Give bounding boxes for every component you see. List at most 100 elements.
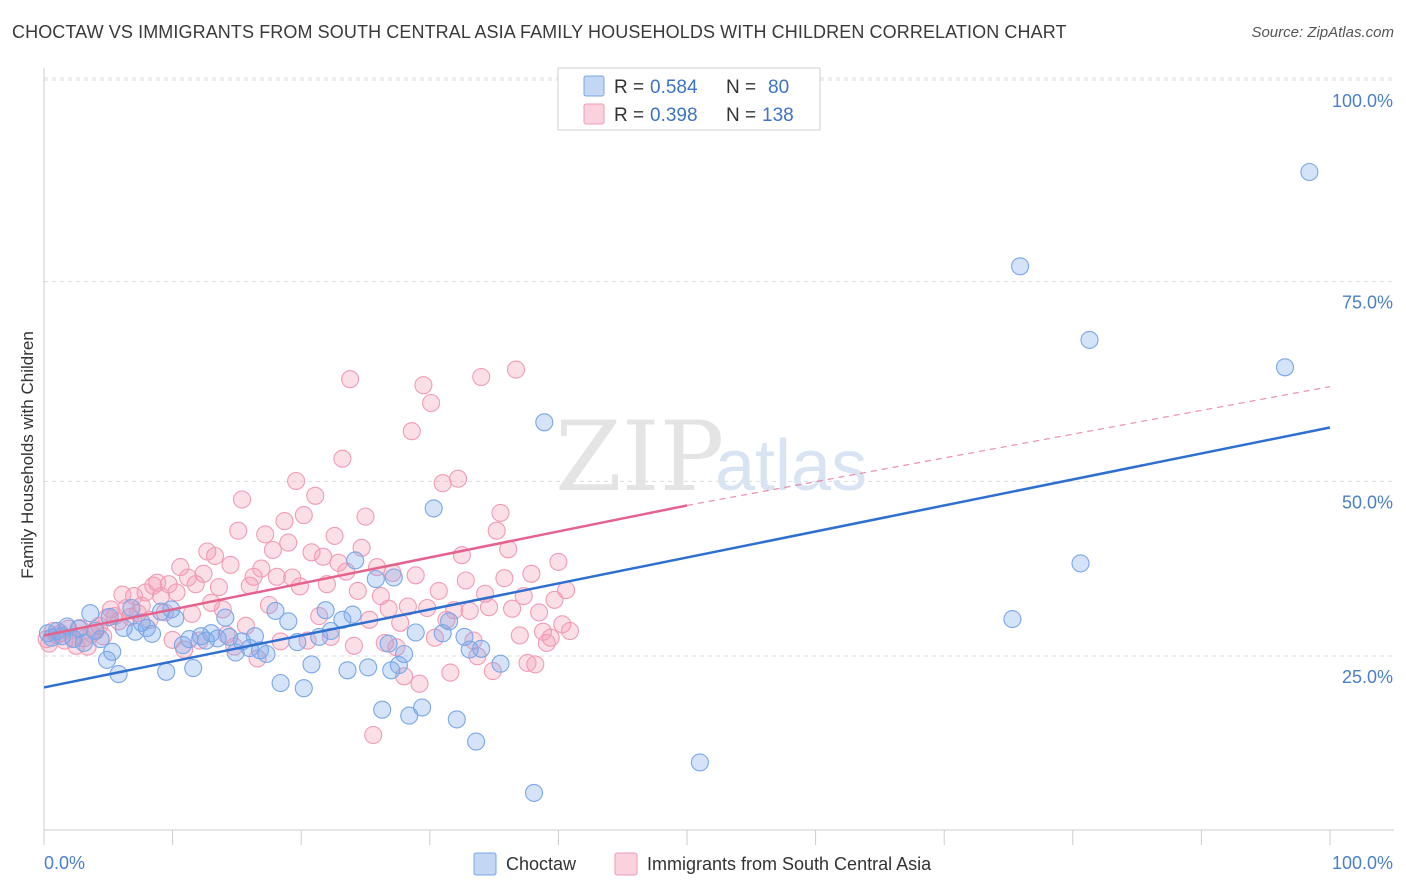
- point-immigrants-75: [325, 526, 344, 545]
- point-immigrants-131: [541, 628, 560, 647]
- legend-r-value-choctaw: 0.584: [650, 77, 698, 98]
- point-choctaw-81: [1300, 162, 1319, 182]
- legend-n-label-choctaw: N =: [726, 77, 756, 98]
- point-choctaw-12: [103, 642, 122, 661]
- point-immigrants-89: [379, 599, 398, 618]
- point-immigrants-51: [232, 490, 252, 509]
- point-choctaw-80: [1275, 358, 1295, 377]
- point-immigrants-116: [483, 662, 502, 681]
- point-choctaw-65: [433, 624, 452, 643]
- point-immigrants-44: [205, 546, 225, 566]
- point-immigrants-107: [449, 469, 468, 488]
- point-immigrants-81: [348, 581, 367, 600]
- point-immigrants-125: [518, 653, 537, 672]
- point-choctaw-18: [132, 613, 151, 632]
- point-immigrants-85: [364, 725, 383, 745]
- point-choctaw-51: [343, 605, 362, 624]
- point-immigrants-96: [406, 566, 425, 585]
- point-immigrants-37: [178, 568, 198, 587]
- point-immigrants-60: [267, 567, 286, 586]
- point-choctaw-45: [302, 655, 321, 674]
- trend-line-immigrants-dashed: [686, 386, 1331, 507]
- point-choctaw-60: [395, 644, 414, 664]
- point-immigrants-48: [221, 555, 240, 574]
- point-choctaw-44: [294, 679, 313, 698]
- point-choctaw-76: [1011, 257, 1030, 276]
- point-choctaw-31: [208, 629, 227, 648]
- watermark: ZIP atlas: [555, 401, 867, 513]
- point-immigrants-67: [294, 506, 313, 525]
- point-immigrants-98: [414, 376, 433, 395]
- point-choctaw-71: [472, 639, 491, 658]
- point-immigrants-70: [306, 486, 325, 505]
- legend-r-label-immigrants: R =: [614, 105, 644, 126]
- point-choctaw-55: [373, 700, 392, 719]
- point-immigrants-23: [124, 587, 144, 606]
- point-choctaw-41: [271, 673, 290, 693]
- point-immigrants-77: [333, 449, 352, 468]
- bottom-legend-swatch-immigrants: [614, 852, 638, 876]
- point-immigrants-115: [479, 598, 499, 617]
- point-choctaw-42: [279, 612, 298, 631]
- point-immigrants-103: [433, 474, 452, 493]
- point-choctaw-72: [491, 654, 510, 673]
- point-immigrants-59: [263, 540, 282, 560]
- point-choctaw-52: [346, 551, 365, 570]
- point-choctaw-63: [413, 698, 432, 717]
- bottom-legend-label-immigrants: Immigrants from South Central Asia: [647, 854, 932, 874]
- trend-line-immigrants: [43, 504, 688, 637]
- point-choctaw-77: [1003, 610, 1022, 629]
- x-tick-label-min: 0.0%: [44, 853, 85, 873]
- point-choctaw-20: [142, 624, 162, 643]
- legend-swatch-choctaw: [583, 75, 605, 97]
- point-choctaw-53: [359, 658, 378, 677]
- point-choctaw-32: [216, 608, 235, 627]
- grid-layer: [44, 77, 1394, 657]
- point-immigrants-62: [275, 512, 294, 531]
- point-immigrants-133: [549, 552, 568, 571]
- point-immigrants-63: [279, 533, 298, 552]
- point-immigrants-136: [560, 621, 580, 641]
- point-choctaw-75: [690, 753, 709, 772]
- point-immigrants-110: [460, 601, 479, 620]
- point-choctaw-66: [440, 612, 459, 631]
- legend-frame: [557, 67, 821, 131]
- point-immigrants-132: [545, 590, 564, 609]
- bottom-legend: Choctaw Immigrants from South Central As…: [473, 852, 932, 876]
- point-choctaw-50: [338, 661, 357, 680]
- axis-layer: 25.0% 50.0% 75.0% 100.0% 0.0% 100.0%: [43, 68, 1394, 873]
- point-immigrants-56: [252, 559, 271, 578]
- point-immigrants-69: [302, 543, 321, 562]
- point-immigrants-95: [402, 422, 421, 441]
- point-immigrants-26: [136, 583, 155, 602]
- point-immigrants-109: [456, 571, 475, 590]
- point-immigrants-45: [209, 578, 228, 597]
- point-immigrants-117: [487, 521, 506, 540]
- legend-r-label-choctaw: R =: [614, 77, 644, 98]
- point-immigrants-123: [510, 626, 529, 645]
- point-immigrants-105: [441, 663, 460, 682]
- point-immigrants-79: [341, 370, 360, 389]
- point-choctaw-67: [447, 710, 466, 729]
- point-immigrants-35: [171, 558, 190, 577]
- point-immigrants-100: [422, 393, 441, 413]
- legend-n-label-immigrants: N =: [726, 105, 756, 126]
- y-tick-label-25: 25.0%: [1342, 667, 1393, 687]
- point-choctaw-19: [137, 618, 156, 638]
- point-choctaw-54: [366, 569, 385, 589]
- legend-n-value-choctaw: 80: [768, 77, 789, 98]
- point-immigrants-134: [553, 615, 572, 634]
- bottom-legend-label-choctaw: Choctaw: [506, 854, 577, 874]
- point-immigrants-113: [472, 367, 491, 387]
- point-choctaw-56: [379, 634, 398, 653]
- point-choctaw-73: [524, 783, 544, 802]
- point-immigrants-102: [429, 581, 448, 600]
- point-choctaw-64: [424, 499, 443, 518]
- trend-layer: [43, 386, 1331, 689]
- legend-r-value-immigrants: 0.398: [650, 105, 698, 126]
- point-choctaw-24: [166, 609, 185, 628]
- point-immigrants-128: [530, 603, 549, 622]
- point-choctaw-70: [467, 732, 486, 751]
- y-tick-label-100: 100.0%: [1332, 91, 1393, 111]
- y-tick-label-75: 75.0%: [1342, 293, 1393, 313]
